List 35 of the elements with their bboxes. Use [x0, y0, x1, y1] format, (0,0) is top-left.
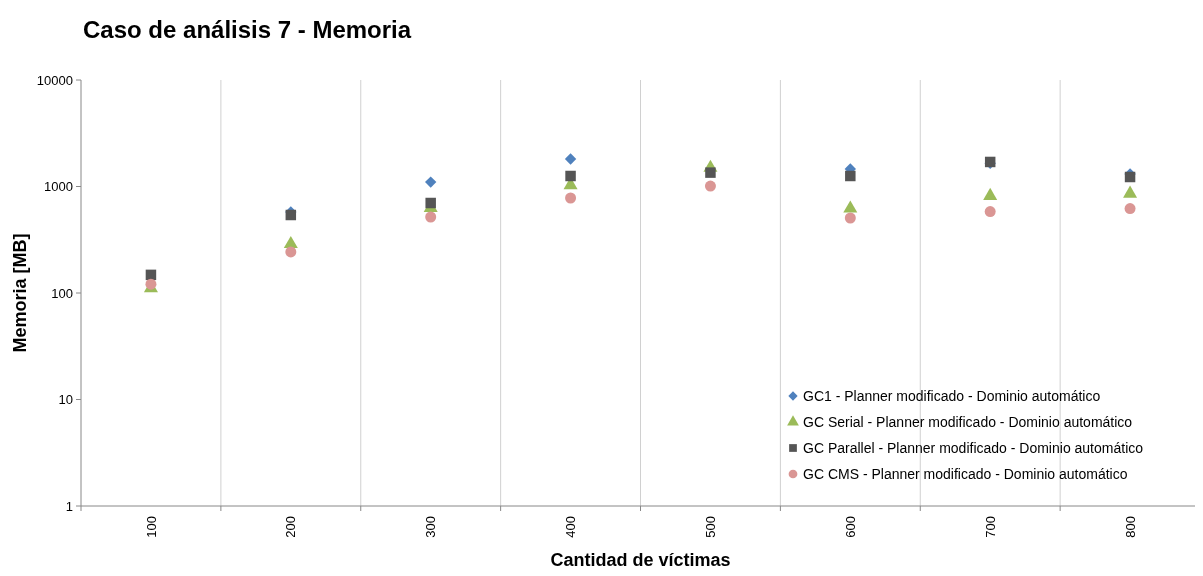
point	[565, 192, 577, 204]
x-tick-label: 300	[423, 516, 439, 538]
point	[844, 212, 856, 224]
point	[704, 180, 716, 192]
point	[425, 211, 437, 223]
y-tick-label: 10	[58, 392, 73, 408]
y-tick-label: 100	[51, 285, 73, 301]
y-tick-label: 1	[65, 498, 73, 514]
x-tick-label: 800	[1122, 516, 1138, 538]
point	[1124, 203, 1136, 215]
y-tick-label: 10000	[36, 72, 73, 88]
y-tick-label: 1000	[44, 179, 73, 195]
x-tick-label: 200	[283, 516, 299, 538]
chart-title: Caso de análisis 7 - Memoria	[83, 16, 412, 43]
legend-label: GC CMS - Planner modificado - Dominio automático	[803, 465, 1128, 482]
point	[843, 200, 858, 213]
point	[565, 170, 576, 182]
point	[564, 153, 577, 165]
x-tick-label: 700	[982, 516, 998, 538]
x-tick-label: 100	[143, 516, 159, 538]
x-axis-title: Cantidad de víctimas	[550, 550, 731, 570]
point	[983, 187, 998, 201]
x-tick-label: 500	[702, 516, 718, 538]
point	[845, 170, 856, 182]
legend-label: GC1 - Planner modificado - Dominio automático	[803, 387, 1101, 404]
point	[984, 206, 996, 218]
legend-label: GC Parallel - Planner modificado - Dominio automático	[803, 439, 1144, 456]
point	[425, 176, 437, 188]
x-tick-label: 400	[563, 516, 579, 538]
point	[285, 246, 297, 258]
point	[1123, 185, 1138, 198]
point	[705, 167, 716, 178]
legend-label: GC Serial - Planner modificado - Dominio automático	[803, 413, 1133, 430]
y-axis-title: Memoria [MB]	[10, 233, 30, 353]
x-tick-label: 600	[842, 516, 858, 538]
